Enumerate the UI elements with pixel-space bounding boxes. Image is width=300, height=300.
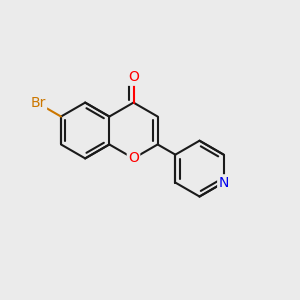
Text: O: O	[128, 70, 139, 85]
Text: O: O	[128, 152, 139, 165]
Text: Br: Br	[30, 96, 46, 110]
Text: N: N	[218, 176, 229, 190]
